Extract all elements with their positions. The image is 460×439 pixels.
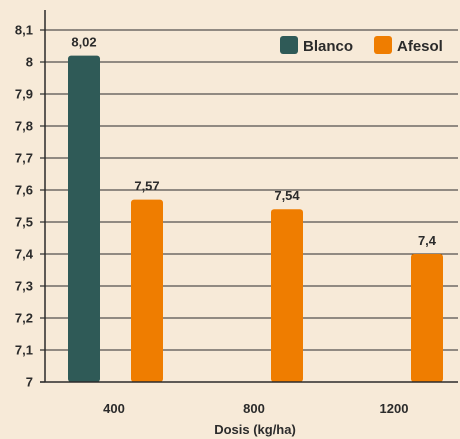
y-tick-label: 8,1 <box>15 23 33 38</box>
data-label: 7,54 <box>274 188 300 203</box>
legend: Blanco Afesol <box>280 36 443 55</box>
y-tick-label: 7,6 <box>15 183 33 198</box>
bar-afesol-1200 <box>411 254 443 382</box>
y-tick-label: 7,4 <box>15 247 34 262</box>
bar-afesol-800 <box>271 209 303 382</box>
y-tick-label: 7,1 <box>15 343 33 358</box>
bar-afesol-400 <box>131 199 163 382</box>
y-tick-label: 7,5 <box>15 215 33 230</box>
x-tick-labels: 400 800 1200 <box>103 401 408 416</box>
legend-swatch-blanco <box>280 36 298 54</box>
bar-blanco-400 <box>68 55 100 382</box>
legend-label-afesol: Afesol <box>397 38 443 55</box>
y-tick-label: 7,8 <box>15 119 33 134</box>
x-tick-label: 1200 <box>380 401 409 416</box>
x-axis-title: Dosis (kg/ha) <box>214 422 296 437</box>
legend-label-blanco: Blanco <box>303 38 353 55</box>
data-label: 8,02 <box>71 35 96 50</box>
bars <box>68 55 443 382</box>
y-tick-label: 7,7 <box>15 151 33 166</box>
data-labels: 8,02 7,57 7,54 7,4 <box>71 35 436 248</box>
x-tick-label: 800 <box>243 401 265 416</box>
legend-swatch-afesol <box>374 36 392 54</box>
y-tick-label: 7 <box>26 375 33 390</box>
y-tick-label: 7,9 <box>15 87 33 102</box>
data-label: 7,57 <box>134 179 159 194</box>
data-label: 7,4 <box>418 233 437 248</box>
x-tick-label: 400 <box>103 401 125 416</box>
axes <box>40 10 458 383</box>
y-tick-label: 7,3 <box>15 279 33 294</box>
gridlines <box>40 29 458 383</box>
y-tick-labels: 7 7,1 7,2 7,3 7,4 7,5 7,6 7,7 7,8 7,9 8 8,1 <box>15 23 34 390</box>
y-tick-label: 7,2 <box>15 311 33 326</box>
y-tick-label: 8 <box>26 55 33 70</box>
